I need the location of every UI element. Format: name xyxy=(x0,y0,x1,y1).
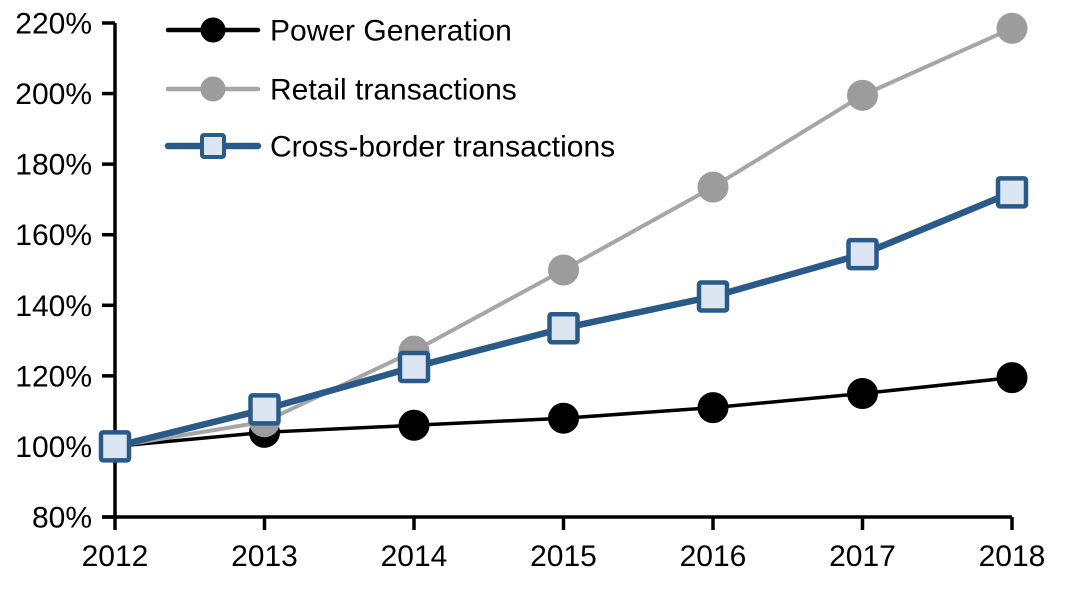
y-tick-label: 80% xyxy=(32,502,92,535)
marker-cross-border-transactions-2014 xyxy=(397,350,431,384)
marker-retail-transactions-2018 xyxy=(996,12,1028,44)
x-tick-label: 2016 xyxy=(680,540,747,573)
marker-cross-border-transactions-2016 xyxy=(696,280,730,313)
marker-cross-border-transactions-2013 xyxy=(248,393,281,426)
y-tick-label: 160% xyxy=(15,219,92,252)
marker-cross-border-transactions-2017 xyxy=(846,237,879,271)
marker-power-generation-2014 xyxy=(398,409,430,441)
marker-retail-transactions-2015 xyxy=(548,254,579,286)
x-tick-label: 2017 xyxy=(829,540,896,573)
y-tick-label: 200% xyxy=(15,78,92,111)
y-tick-label: 220% xyxy=(15,8,92,41)
x-tick-label: 2012 xyxy=(82,540,149,573)
marker-cross-border-transactions-2018 xyxy=(995,176,1029,209)
marker-power-generation-2017 xyxy=(847,378,878,409)
marker-retail-transactions-2017 xyxy=(847,79,878,111)
legend-label-cross-border-transactions: Cross-border transactions xyxy=(270,131,615,164)
legend-label-power-generation: Power Generation xyxy=(270,15,512,48)
marker-cross-border-transactions-2012 xyxy=(98,430,132,463)
x-tick-label: 2014 xyxy=(381,540,448,573)
x-tick-label: 2018 xyxy=(979,540,1046,573)
legend-marker-cross-border-transactions xyxy=(200,133,226,159)
y-tick-label: 100% xyxy=(15,431,92,464)
y-tick-label: 140% xyxy=(15,290,92,323)
legend-marker-power-generation xyxy=(200,17,226,43)
marker-cross-border-transactions-2015 xyxy=(547,311,580,345)
x-tick-label: 2013 xyxy=(231,540,298,573)
legend-marker-retail-transactions xyxy=(200,76,226,102)
marker-retail-transactions-2016 xyxy=(697,171,729,203)
x-tick-label: 2015 xyxy=(530,540,597,573)
legend-label-retail-transactions: Retail transactions xyxy=(270,74,517,107)
y-tick-label: 120% xyxy=(15,360,92,393)
y-tick-label: 180% xyxy=(15,149,92,182)
marker-power-generation-2018 xyxy=(996,362,1028,394)
marker-power-generation-2015 xyxy=(548,402,579,434)
marker-power-generation-2016 xyxy=(697,392,729,424)
